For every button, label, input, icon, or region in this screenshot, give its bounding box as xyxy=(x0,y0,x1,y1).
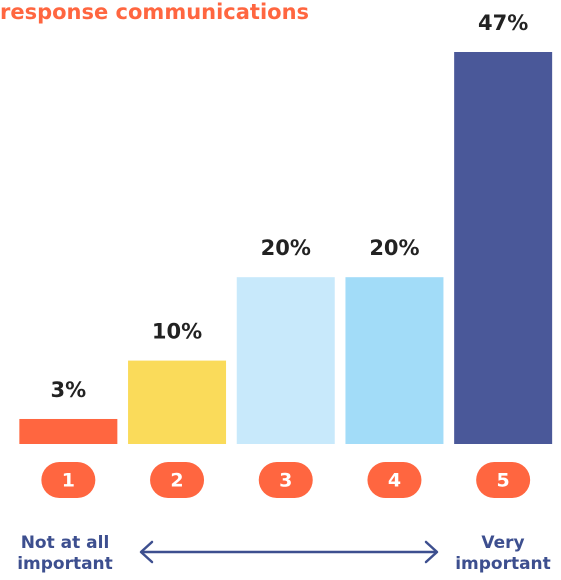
value-label: 10% xyxy=(152,320,202,344)
category-badge xyxy=(41,462,96,498)
bar xyxy=(236,277,335,444)
bar xyxy=(345,277,444,444)
bar xyxy=(454,52,553,444)
category-badge xyxy=(150,462,205,498)
bar xyxy=(128,360,227,444)
x-tick-label: 3 xyxy=(279,470,292,492)
x-tick-label: 5 xyxy=(497,470,510,492)
x-tick-label: 1 xyxy=(62,470,75,492)
x-tick-label: 4 xyxy=(388,470,401,492)
bar xyxy=(19,418,118,444)
chart-title: response communications xyxy=(0,0,309,24)
value-label: 20% xyxy=(261,236,311,260)
value-label: 47% xyxy=(478,11,528,35)
high-label: Very important xyxy=(455,533,551,574)
value-label: 20% xyxy=(369,236,419,260)
category-badge xyxy=(367,462,422,498)
low-label: Not at all important xyxy=(17,533,113,574)
category-badge xyxy=(258,462,313,498)
category-badge xyxy=(476,462,531,498)
scale-arrow xyxy=(139,540,439,564)
x-tick-label: 2 xyxy=(170,470,183,492)
value-label: 3% xyxy=(51,378,87,402)
